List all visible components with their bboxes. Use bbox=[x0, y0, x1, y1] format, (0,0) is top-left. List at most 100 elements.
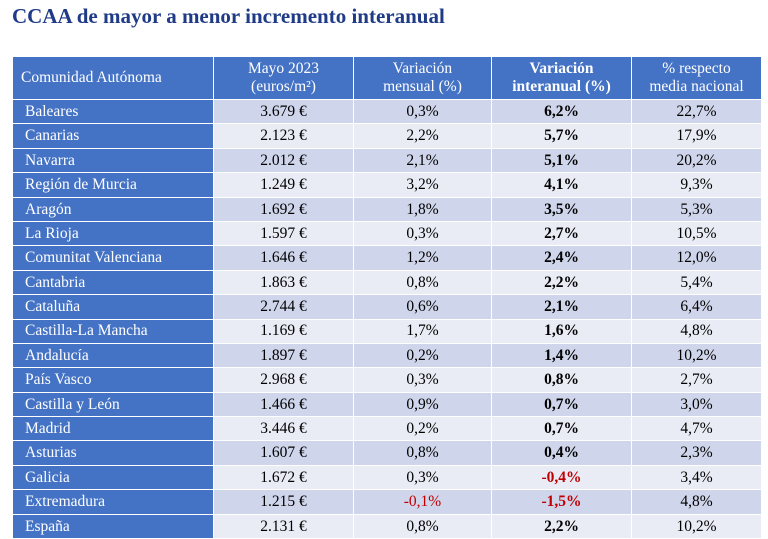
cell-vs-national: 2,7% bbox=[631, 367, 762, 393]
header-price: Mayo 2023 (euros/m²) bbox=[213, 56, 354, 100]
cell-price: 2.123 € bbox=[213, 123, 354, 149]
table-row: Extremadura 1.215 € -0,1% -1,5% 4,8% bbox=[12, 489, 762, 515]
cell-price: 1.169 € bbox=[213, 318, 354, 344]
ccaa-table: Comunidad Autónoma Mayo 2023 (euros/m²) V… bbox=[12, 56, 762, 539]
cell-vs-national: 10,2% bbox=[631, 513, 762, 539]
cell-annual: 1,4% bbox=[491, 342, 632, 369]
cell-price: 1.466 € bbox=[213, 391, 354, 418]
cell-vs-national: 10,2% bbox=[631, 342, 762, 369]
cell-annual: 1,6% bbox=[491, 318, 632, 344]
cell-region: Comunitat Valenciana bbox=[12, 245, 214, 271]
cell-region: País Vasco bbox=[12, 367, 214, 393]
cell-vs-national: 10,5% bbox=[631, 220, 762, 247]
cell-monthly: 0,6% bbox=[353, 294, 492, 320]
cell-monthly: 1,2% bbox=[353, 245, 492, 271]
cell-region: Castilla y León bbox=[12, 391, 214, 418]
cell-vs-national: 6,4% bbox=[631, 294, 762, 320]
cell-monthly: 2,2% bbox=[353, 123, 492, 149]
cell-price: 2.012 € bbox=[213, 147, 354, 174]
table-row: Región de Murcia 1.249 €3,2% 4,1% 9,3% bbox=[12, 172, 762, 198]
cell-monthly: 0,2% bbox=[353, 416, 492, 442]
table-row: Cataluña 2.744 €0,6% 2,1% 6,4% bbox=[12, 294, 762, 320]
cell-monthly: 1,8% bbox=[353, 196, 492, 222]
cell-monthly: 0,3% bbox=[353, 98, 492, 125]
cell-vs-national: 17,9% bbox=[631, 123, 762, 149]
cell-price: 1.863 € bbox=[213, 269, 354, 296]
cell-annual: 2,2% bbox=[491, 269, 632, 296]
cell-monthly: 0,3% bbox=[353, 220, 492, 247]
cell-annual: 2,7% bbox=[491, 220, 632, 247]
cell-monthly: 0,3% bbox=[353, 464, 492, 491]
cell-region: Canarias bbox=[12, 123, 214, 149]
cell-monthly: 1,7% bbox=[353, 318, 492, 344]
cell-region: Extremadura bbox=[12, 489, 214, 515]
cell-vs-national: 5,4% bbox=[631, 269, 762, 296]
table-row: La Rioja 1.597 €0,3% 2,7% 10,5% bbox=[12, 220, 762, 247]
cell-region: Andalucía bbox=[12, 342, 214, 369]
cell-price: 2.131 € bbox=[213, 513, 354, 539]
cell-vs-national: 3,0% bbox=[631, 391, 762, 418]
cell-price: 1.692 € bbox=[213, 196, 354, 222]
cell-monthly: -0,1% bbox=[353, 489, 492, 515]
cell-annual: -0,4% bbox=[491, 464, 632, 491]
cell-monthly: 0,2% bbox=[353, 342, 492, 369]
table-row: Navarra 2.012 €2,1% 5,1% 20,2% bbox=[12, 147, 762, 174]
cell-price: 1.215 € bbox=[213, 489, 354, 515]
table-row: Galicia 1.672 €0,3% -0,4% 3,4% bbox=[12, 464, 762, 491]
cell-region: Navarra bbox=[12, 147, 214, 174]
table-row: Andalucía 1.897 €0,2% 1,4% 10,2% bbox=[12, 342, 762, 369]
cell-vs-national: 20,2% bbox=[631, 147, 762, 174]
cell-monthly: 2,1% bbox=[353, 147, 492, 174]
cell-vs-national: 4,8% bbox=[631, 318, 762, 344]
cell-price: 1.249 € bbox=[213, 172, 354, 198]
cell-vs-national: 22,7% bbox=[631, 98, 762, 125]
cell-annual: 6,2% bbox=[491, 98, 632, 125]
table-row: Asturias 1.607 €0,8% 0,4% 2,3% bbox=[12, 440, 762, 466]
cell-region: Cataluña bbox=[12, 294, 214, 320]
table-row: Canarias 2.123 €2,2% 5,7% 17,9% bbox=[12, 123, 762, 149]
cell-price: 1.646 € bbox=[213, 245, 354, 271]
header-monthly: Variación mensual (%) bbox=[353, 56, 492, 100]
table-row: Castilla-La Mancha 1.169 €1,7% 1,6% 4,8% bbox=[12, 318, 762, 344]
cell-annual: 5,7% bbox=[491, 123, 632, 149]
cell-annual: 4,1% bbox=[491, 172, 632, 198]
cell-price: 1.607 € bbox=[213, 440, 354, 466]
cell-region: Asturias bbox=[12, 440, 214, 466]
cell-region: España bbox=[12, 513, 214, 539]
cell-annual: 2,1% bbox=[491, 294, 632, 320]
cell-monthly: 0,9% bbox=[353, 391, 492, 418]
cell-region: Cantabria bbox=[12, 269, 214, 296]
cell-vs-national: 4,8% bbox=[631, 489, 762, 515]
cell-vs-national: 12,0% bbox=[631, 245, 762, 271]
cell-annual: 0,4% bbox=[491, 440, 632, 466]
cell-annual: 2,2% bbox=[491, 513, 632, 539]
cell-monthly: 0,8% bbox=[353, 513, 492, 539]
table-row: Aragón 1.692 €1,8% 3,5% 5,3% bbox=[12, 196, 762, 222]
cell-price: 3.446 € bbox=[213, 416, 354, 442]
table-header-row: Comunidad Autónoma Mayo 2023 (euros/m²) V… bbox=[12, 56, 762, 100]
cell-price: 2.968 € bbox=[213, 367, 354, 393]
cell-region: Baleares bbox=[12, 98, 214, 125]
cell-annual: 5,1% bbox=[491, 147, 632, 174]
cell-region: Galicia bbox=[12, 464, 214, 491]
cell-price: 2.744 € bbox=[213, 294, 354, 320]
cell-price: 1.597 € bbox=[213, 220, 354, 247]
table-row: Baleares 3.679 €0,3% 6,2% 22,7% bbox=[12, 98, 762, 125]
cell-annual: -1,5% bbox=[491, 489, 632, 515]
cell-annual: 2,4% bbox=[491, 245, 632, 271]
table-row: Madrid 3.446 €0,2% 0,7% 4,7% bbox=[12, 416, 762, 442]
cell-vs-national: 3,4% bbox=[631, 464, 762, 491]
cell-monthly: 3,2% bbox=[353, 172, 492, 198]
cell-price: 3.679 € bbox=[213, 98, 354, 125]
header-annual: Variación interanual (%) bbox=[491, 56, 632, 100]
cell-monthly: 0,8% bbox=[353, 440, 492, 466]
cell-vs-national: 5,3% bbox=[631, 196, 762, 222]
cell-region: Castilla-La Mancha bbox=[12, 318, 214, 344]
table-row: País Vasco 2.968 €0,3% 0,8% 2,7% bbox=[12, 367, 762, 393]
header-region: Comunidad Autónoma bbox=[12, 56, 214, 100]
cell-region: Región de Murcia bbox=[12, 172, 214, 198]
cell-region: Aragón bbox=[12, 196, 214, 222]
table-row: Castilla y León 1.466 €0,9% 0,7% 3,0% bbox=[12, 391, 762, 418]
table-body: Baleares 3.679 €0,3% 6,2% 22,7% Canarias 2.12… bbox=[12, 98, 762, 539]
cell-region: La Rioja bbox=[12, 220, 214, 247]
